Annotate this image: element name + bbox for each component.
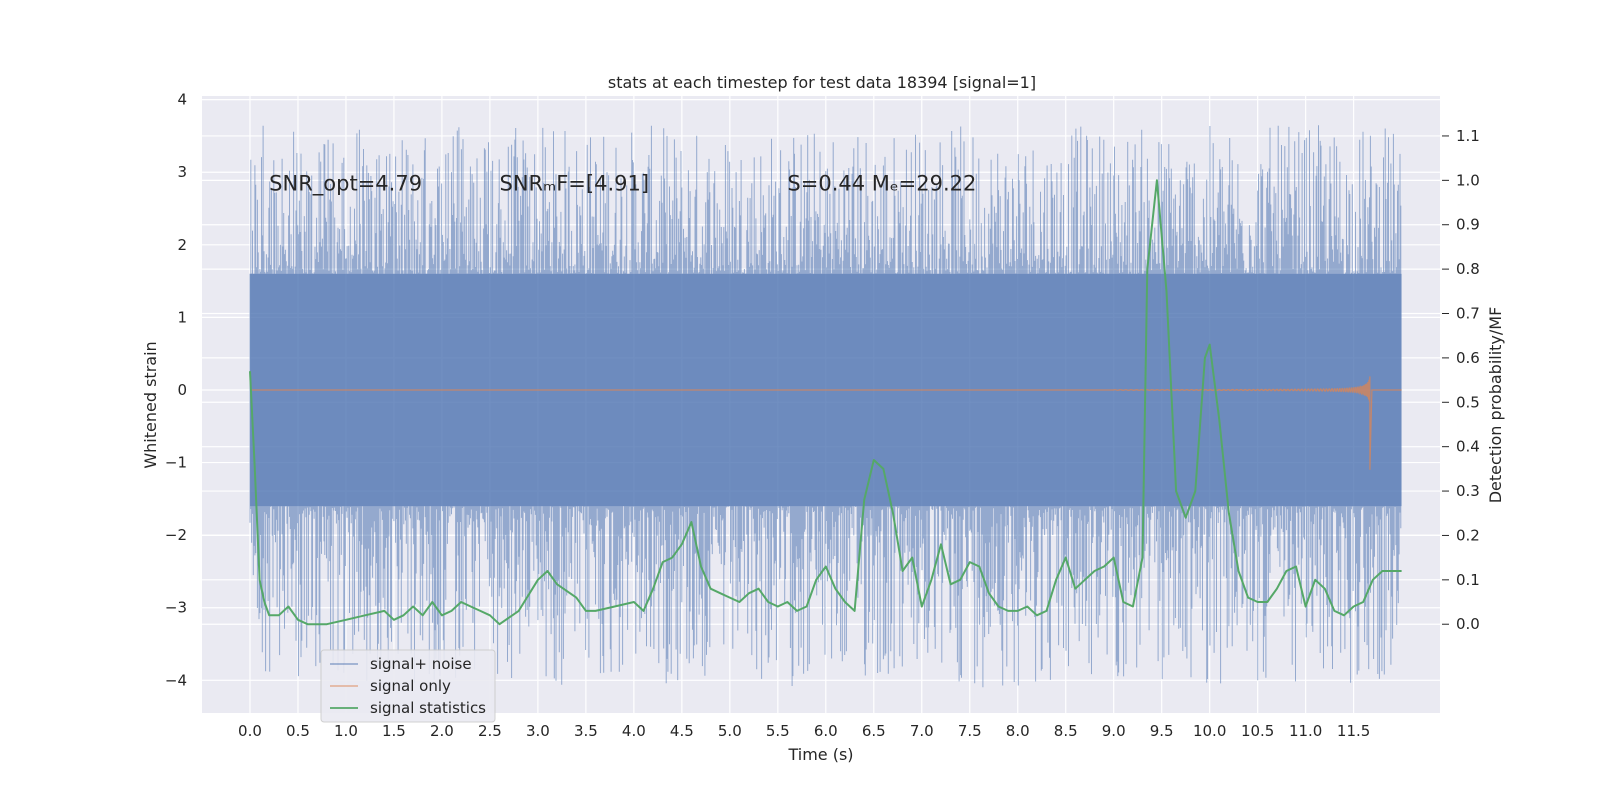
y-tick-label: 1 [177, 308, 187, 326]
x-tick-label: 0.5 [286, 722, 310, 740]
x-tick-label: 4.0 [622, 722, 646, 740]
x-tick-label: 0.0 [238, 722, 262, 740]
legend-label-signal-only: signal only [370, 677, 451, 695]
y2-tick-label: 0.7 [1456, 305, 1480, 323]
y2-axis-label: Detection probability/MF [1486, 307, 1505, 504]
y2-axis-ticks: 0.0 0.1 0.2 0.3 0.4 0.5 0.6 0.7 0.8 0.9 1.0 1.1 [1442, 127, 1480, 633]
x-tick-label: 6.5 [862, 722, 886, 740]
y2-tick-label: 0.4 [1456, 438, 1480, 456]
x-axis-ticks: 0.0 0.5 1.0 1.5 2.0 2.5 3.0 3.5 4.0 4.5 5.0 5.5 6.0 6… [238, 722, 1370, 740]
x-tick-label: 1.0 [334, 722, 358, 740]
signal-statistics-series [249, 179, 1402, 626]
x-tick-label: 9.5 [1150, 722, 1174, 740]
signal-only-series [250, 376, 1402, 470]
y-tick-label: 0 [177, 381, 187, 399]
y2-tick-label: 0.2 [1456, 526, 1480, 544]
legend-box [320, 649, 496, 723]
x-tick-label: 11.5 [1337, 722, 1370, 740]
x-tick-label: 3.0 [526, 722, 550, 740]
x-tick-label: 2.0 [430, 722, 454, 740]
chart-title: stats at each timestep for test data 183… [608, 73, 1036, 92]
y2-tick-label: 0.9 [1456, 216, 1480, 234]
y2-tick-label: 1.0 [1456, 171, 1480, 189]
y2-tick-label: 0.5 [1456, 393, 1480, 411]
y-axis-ticks: −4 −3 −2 −1 0 1 2 3 4 [165, 91, 187, 690]
x-tick-label: 5.0 [718, 722, 742, 740]
x-tick-label: 4.5 [670, 722, 694, 740]
x-tick-label: 8.5 [1054, 722, 1078, 740]
y2-tick-label: 0.0 [1456, 615, 1480, 633]
x-tick-label: 8.0 [1006, 722, 1030, 740]
x-tick-label: 9.0 [1102, 722, 1126, 740]
y2-tick-label: 1.1 [1456, 127, 1480, 145]
x-tick-label: 7.5 [958, 722, 982, 740]
annotation-text: S=0.44 Mₑ=29.22 [787, 171, 976, 195]
x-tick-label: 1.5 [382, 722, 406, 740]
y2-tick-label: 0.3 [1456, 482, 1480, 500]
x-tick-label: 2.5 [478, 722, 502, 740]
legend-label-signal-statistics: signal statistics [370, 699, 486, 717]
x-tick-label: 7.0 [910, 722, 934, 740]
y-tick-label: −2 [165, 526, 187, 544]
signal-statistics-line [249, 179, 1402, 626]
x-tick-label: 11.0 [1289, 722, 1322, 740]
y-tick-label: 3 [177, 163, 187, 181]
annotations: SNR_opt=4.79 SNRₘF=[4.91] S=0.44 Mₑ=29.22 [269, 171, 976, 196]
y2-tick-label: 0.8 [1456, 260, 1480, 278]
y-tick-label: −3 [165, 599, 187, 617]
x-axis-label: Time (s) [787, 745, 853, 764]
x-tick-label: 10.0 [1193, 722, 1226, 740]
x-tick-label: 3.5 [574, 722, 598, 740]
y-tick-label: −4 [165, 671, 187, 689]
annotation-text: SNRₘF=[4.91] [500, 171, 650, 195]
annotation-text: SNR_opt=4.79 [269, 171, 422, 196]
signal-only-line [250, 376, 1402, 470]
y2-tick-label: 0.6 [1456, 349, 1480, 367]
y-axis-label: Whitened strain [141, 341, 160, 468]
x-tick-label: 6.0 [814, 722, 838, 740]
legend: signal+ noise signal only signal statist… [320, 649, 496, 723]
x-tick-label: 5.5 [766, 722, 790, 740]
y-tick-label: 4 [177, 91, 187, 109]
y-tick-label: 2 [177, 236, 187, 254]
x-tick-label: 10.5 [1241, 722, 1274, 740]
legend-label-signal-plus-noise: signal+ noise [370, 655, 472, 673]
y-tick-label: −1 [165, 454, 187, 472]
y2-tick-label: 0.1 [1456, 571, 1480, 589]
